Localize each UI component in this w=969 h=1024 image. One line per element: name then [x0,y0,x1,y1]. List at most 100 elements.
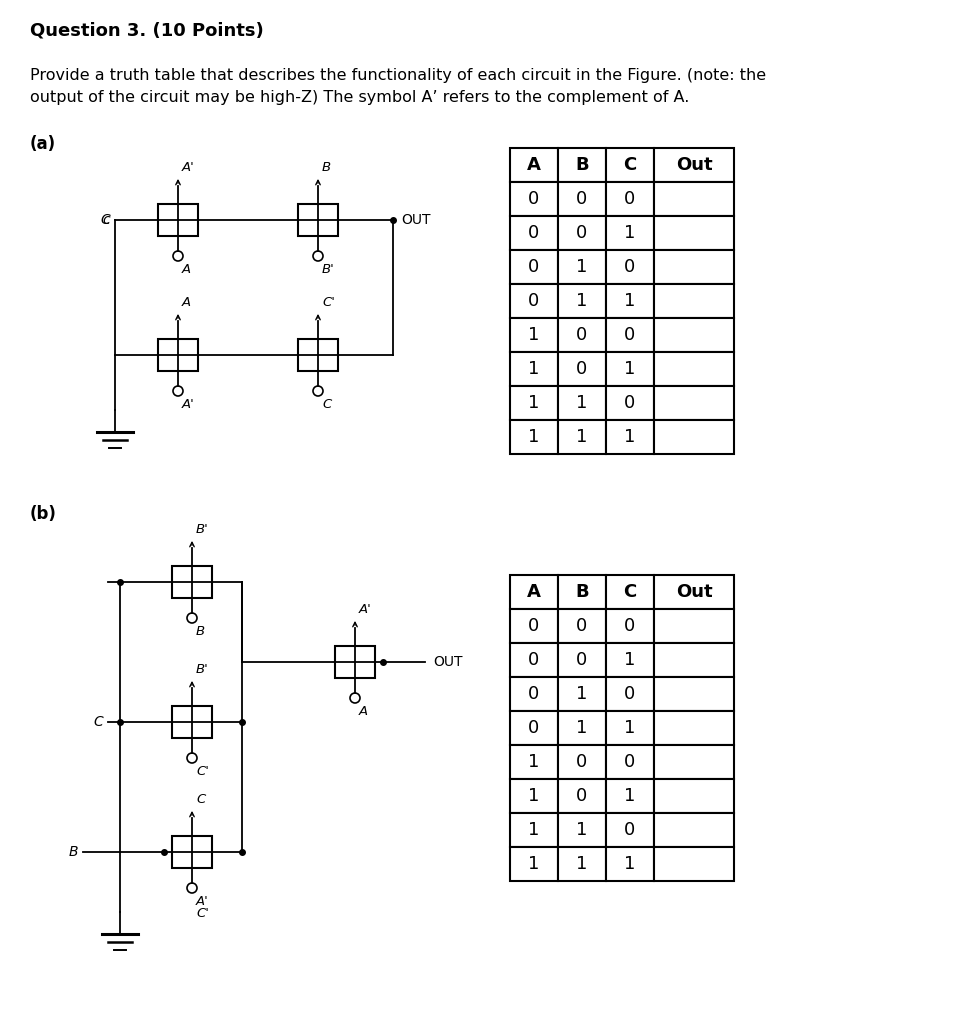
Text: B: B [69,845,78,859]
Bar [510,318,557,352]
Text: A': A' [196,895,208,908]
Text: B: B [575,583,588,601]
Bar [557,216,606,250]
Text: 1: 1 [576,855,587,873]
Bar [510,677,557,711]
Bar [510,609,557,643]
Bar [510,813,557,847]
Text: B: B [322,161,330,174]
Text: 1: 1 [528,855,539,873]
Bar [653,318,734,352]
Text: 1: 1 [576,428,587,446]
Bar [653,148,734,182]
Bar [557,847,606,881]
Text: 0: 0 [624,617,635,635]
Bar [510,386,557,420]
Bar [510,711,557,745]
Text: (b): (b) [30,505,57,523]
Text: (a): (a) [30,135,56,153]
Text: 1: 1 [528,360,539,378]
Bar [557,386,606,420]
Text: B': B' [322,263,334,276]
Text: 0: 0 [624,190,635,208]
Text: OUT: OUT [432,655,462,669]
Bar [606,420,653,454]
Text: 1: 1 [624,360,635,378]
Text: 1: 1 [624,224,635,242]
Text: 0: 0 [576,326,587,344]
Bar [653,216,734,250]
Bar [606,677,653,711]
Bar [606,216,653,250]
Text: 0: 0 [528,617,539,635]
Bar [653,575,734,609]
Text: 1: 1 [624,651,635,669]
Bar [557,284,606,318]
Bar [653,847,734,881]
Text: A: A [359,705,368,718]
Text: 1: 1 [624,855,635,873]
Bar [653,250,734,284]
Bar [510,575,557,609]
Text: C': C' [196,765,208,778]
Bar [510,420,557,454]
Text: C: C [196,793,205,806]
Bar [606,148,653,182]
Bar [510,745,557,779]
Text: 0: 0 [624,258,635,276]
Bar [510,250,557,284]
Text: 0: 0 [576,753,587,771]
Text: 1: 1 [624,787,635,805]
Text: A': A' [182,398,195,411]
Bar [557,148,606,182]
Bar [557,677,606,711]
Bar [510,779,557,813]
Bar [158,339,198,371]
Bar [653,677,734,711]
Bar [557,575,606,609]
Bar [557,250,606,284]
Bar [557,813,606,847]
Bar [510,216,557,250]
Text: 0: 0 [528,651,539,669]
Text: 1: 1 [576,821,587,839]
Text: C: C [623,583,636,601]
Bar [510,847,557,881]
Text: A: A [526,156,541,174]
Bar [606,250,653,284]
Text: C: C [93,715,103,729]
Bar [510,182,557,216]
Text: output of the circuit may be high-Z) The symbol A’ refers to the complement of A: output of the circuit may be high-Z) The… [30,90,689,105]
Text: 1: 1 [528,753,539,771]
Bar [557,318,606,352]
Text: Question 3. (10 Points): Question 3. (10 Points) [30,22,264,40]
Bar [557,711,606,745]
Text: B: B [196,625,204,638]
Text: C': C' [196,907,208,920]
Text: 1: 1 [576,685,587,703]
Bar [606,711,653,745]
Bar [653,779,734,813]
Text: 0: 0 [576,360,587,378]
Bar [606,609,653,643]
Text: 1: 1 [624,719,635,737]
Bar [334,646,375,678]
Bar [606,318,653,352]
Text: A': A' [182,161,195,174]
Text: 0: 0 [624,394,635,412]
Text: A: A [526,583,541,601]
Text: 0: 0 [576,651,587,669]
Text: 0: 0 [624,685,635,703]
Bar [557,420,606,454]
Bar [557,643,606,677]
Text: 1: 1 [576,258,587,276]
Bar [606,575,653,609]
Text: 0: 0 [624,326,635,344]
Text: 0: 0 [528,685,539,703]
Bar [297,339,337,371]
Text: Out: Out [675,156,711,174]
Text: 1: 1 [528,787,539,805]
Text: B': B' [196,523,208,536]
Bar [653,643,734,677]
Text: 0: 0 [528,719,539,737]
